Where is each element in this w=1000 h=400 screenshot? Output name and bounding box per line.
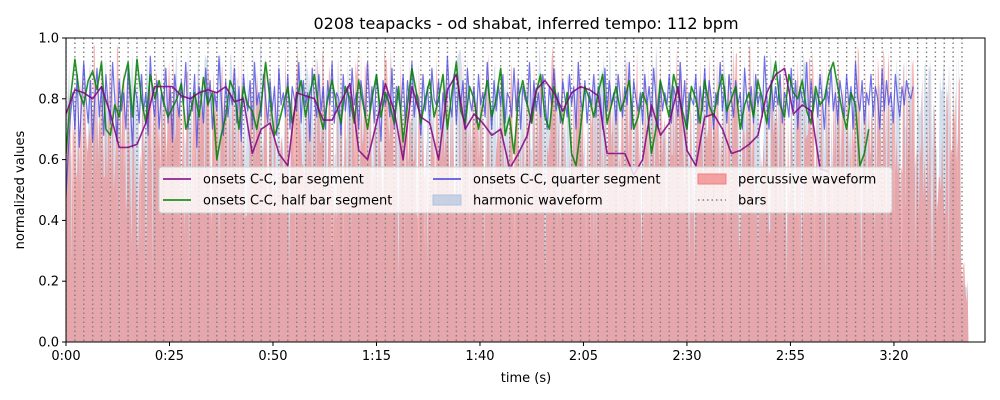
legend-label-onsets-c-c-quarter-segment: onsets C-C, quarter segment (473, 173, 660, 188)
plot-frame (65, 37, 986, 343)
series-line-half-bar (66, 58, 870, 167)
onset-lines-layer (66, 55, 914, 197)
x-tick-label: 0:50 (258, 349, 287, 364)
x-tick-label: 1:15 (362, 349, 391, 364)
x-tick-label: 0:00 (51, 349, 80, 364)
y-tick-label: 0.6 (38, 153, 59, 168)
x-tick-label: 2:05 (569, 349, 598, 364)
y-tick-label: 0.4 (38, 214, 59, 229)
y-axis-label: normalized values (13, 130, 28, 249)
x-axis-label: time (s) (501, 371, 551, 386)
y-tick-label: 0.0 (38, 336, 59, 351)
legend-label-bars: bars (738, 194, 767, 209)
y-axis-ticks: 0.0 0.2 0.4 0.6 0.8 1.0 (38, 32, 66, 351)
series-line-bar (66, 67, 830, 176)
legend-label-harmonic-waveform: harmonic waveform (473, 194, 603, 209)
legend-label-onsets-c-c-bar-segment: onsets C-C, bar segment (203, 173, 364, 188)
legend-label-percussive-waveform: percussive waveform (738, 173, 876, 188)
x-tick-label: 1:40 (465, 349, 494, 364)
x-tick-label: 2:30 (672, 349, 701, 364)
x-tick-label: 0:25 (155, 349, 184, 364)
legend: onsets C-C, bar segment onsets C-C, half … (158, 166, 893, 214)
x-axis-ticks: 0:00 0:25 0:50 1:15 1:40 2:05 2:30 2:55 3:20 (51, 342, 909, 364)
legend-label-onsets-c-c-half-bar-segment: onsets C-C, half bar segment (203, 194, 392, 209)
legend-swatch-harmonic-waveform (432, 194, 462, 206)
chart-title: 0208 teapacks - od shabat, inferred temp… (313, 14, 738, 33)
y-tick-label: 1.0 (38, 32, 59, 47)
legend-swatch-percussive-waveform (697, 173, 727, 185)
x-tick-label: 3:20 (879, 349, 908, 364)
x-tick-label: 2:55 (776, 349, 805, 364)
y-tick-label: 0.2 (38, 275, 59, 290)
y-tick-label: 0.8 (38, 92, 59, 107)
